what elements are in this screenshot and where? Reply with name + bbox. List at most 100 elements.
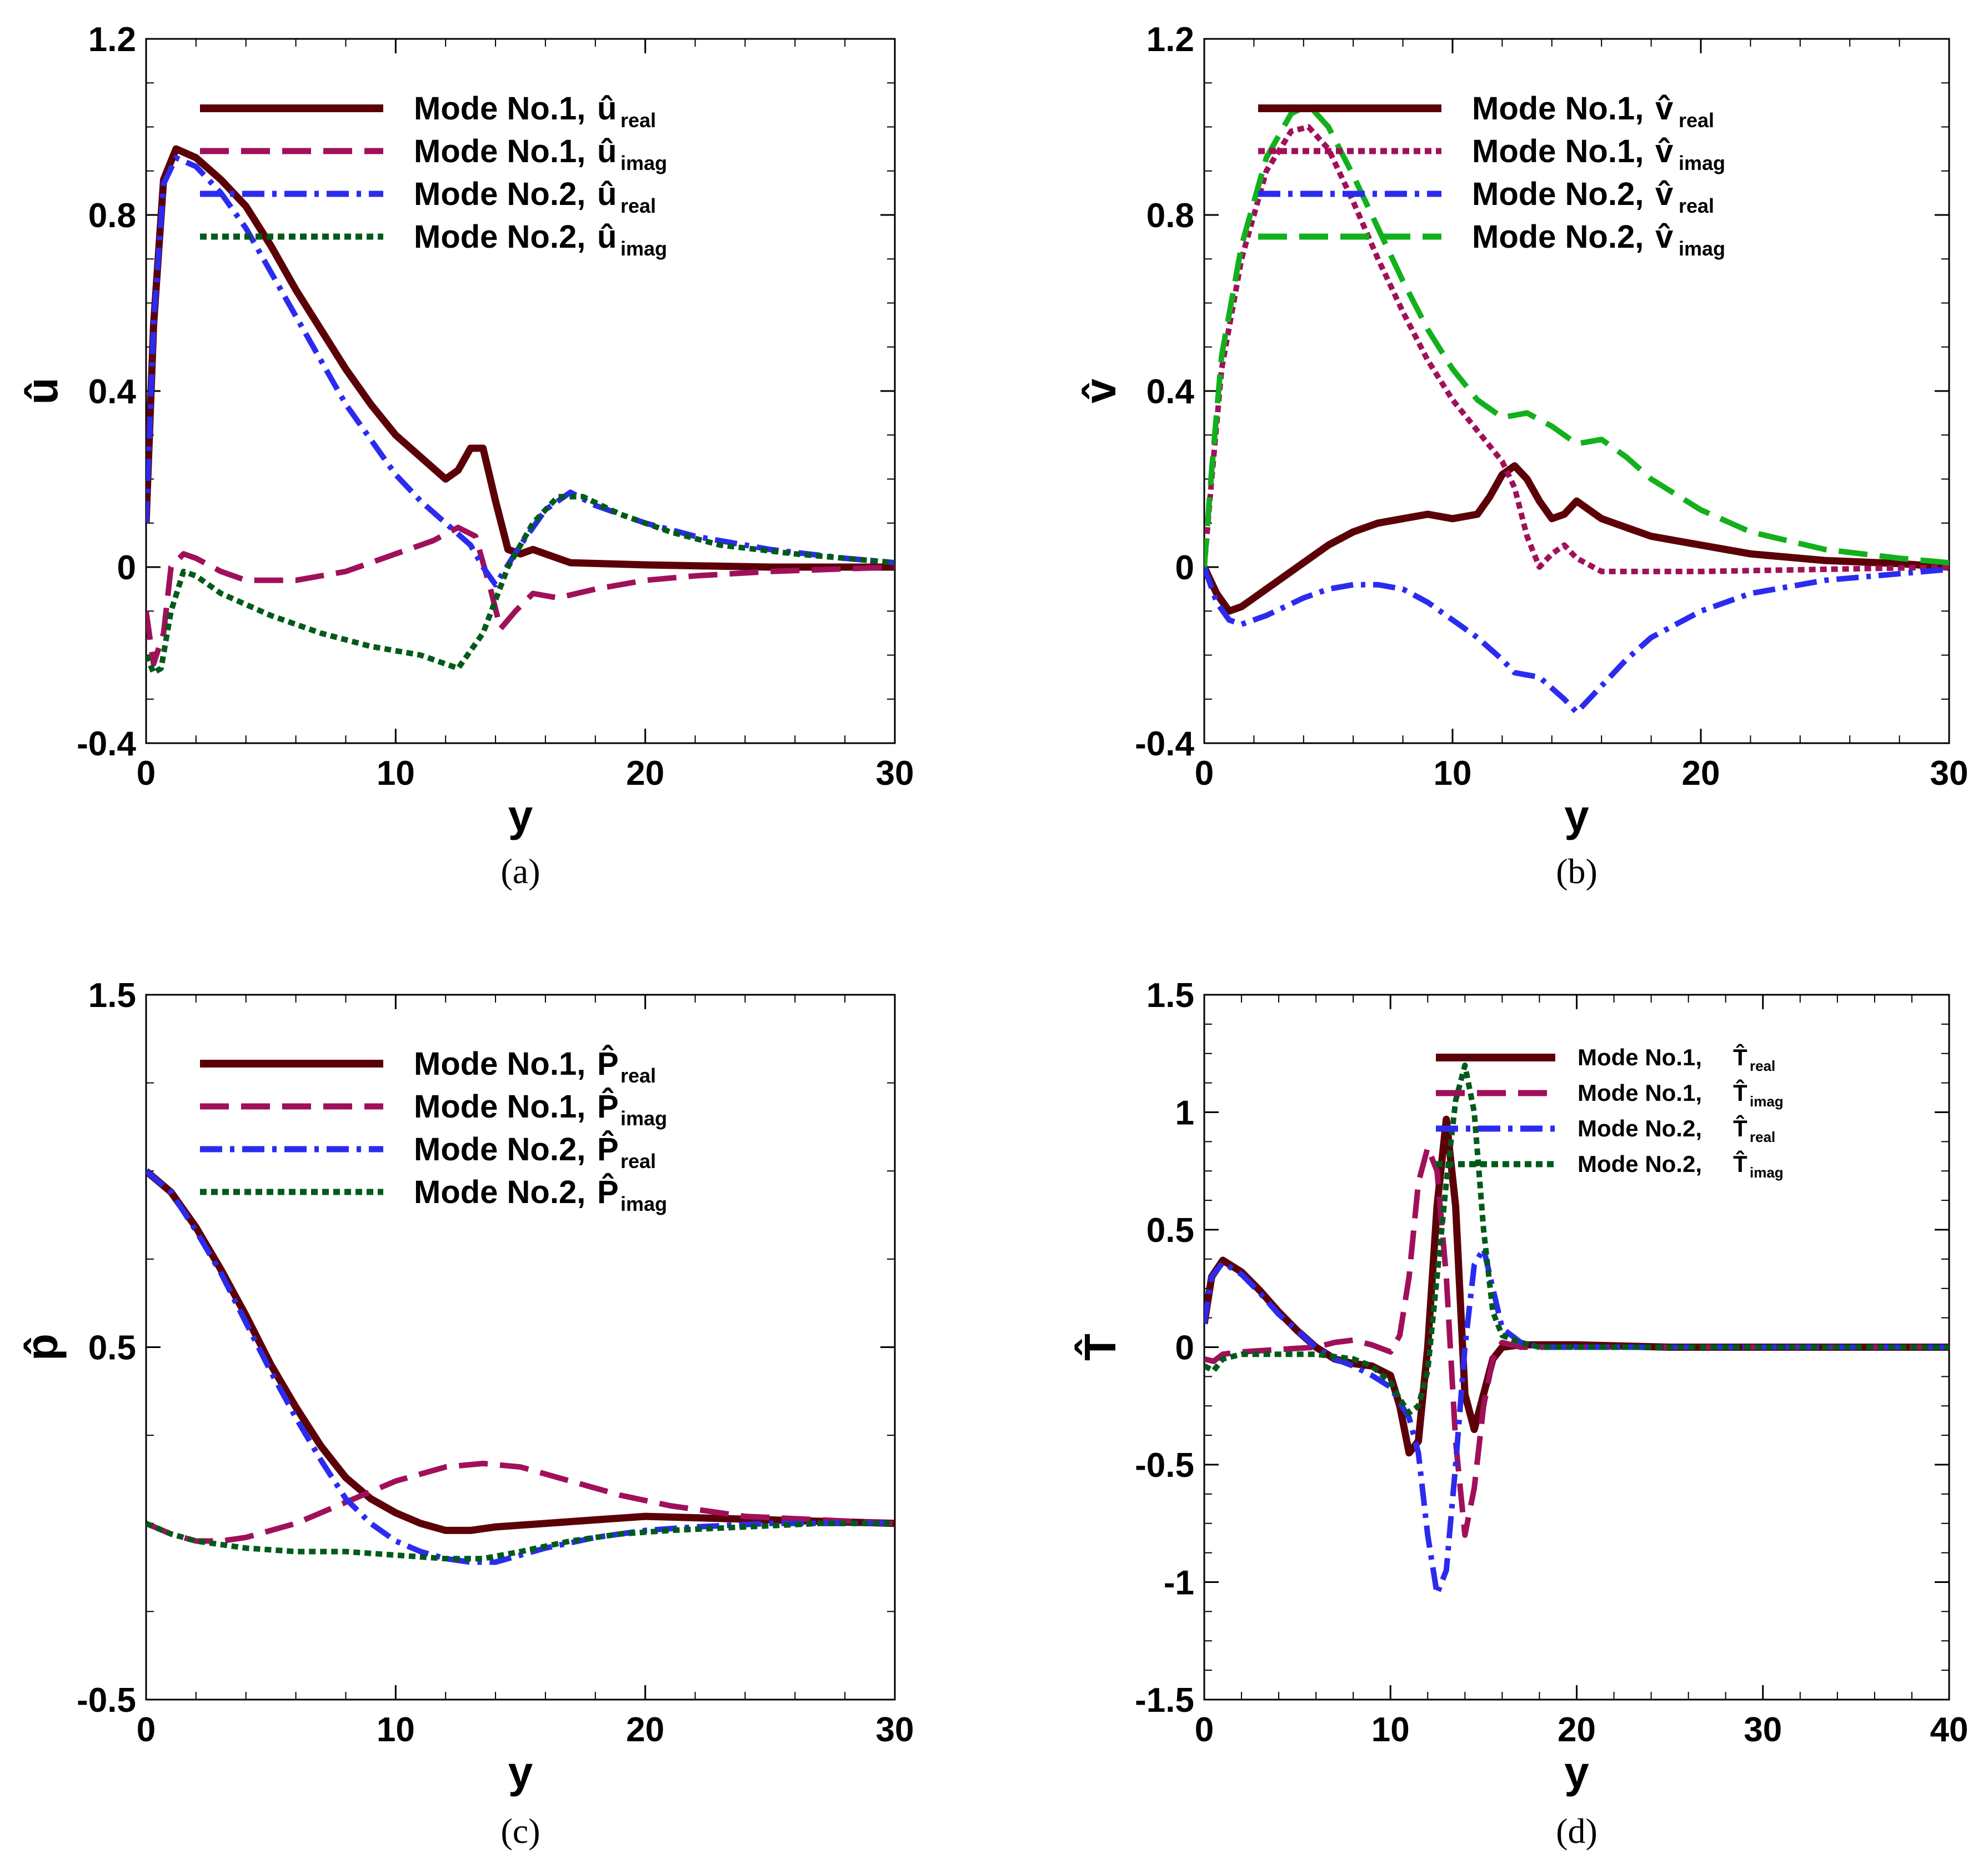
y-tick-label: 0.5 (88, 1329, 136, 1367)
legend-symbol: û (597, 219, 617, 255)
y-tick-label: -1.5 (1135, 1681, 1194, 1720)
legend-label: Mode No.2, (414, 1131, 585, 1168)
x-tick-label: 10 (377, 754, 415, 793)
legend-subscript: imag (1750, 1093, 1784, 1110)
legend-label: Mode No.2, (414, 219, 585, 255)
y-axis-label: p̂ (17, 1334, 67, 1361)
legend-subscript: real (1679, 194, 1714, 217)
y-tick-label: -0.5 (77, 1681, 136, 1720)
series-line-2 (146, 1460, 895, 1544)
series-group (146, 1168, 895, 1565)
y-tick-label: 1.5 (88, 976, 136, 1015)
panel-caption: (d) (1556, 1811, 1598, 1851)
series-line-3 (1204, 1245, 1949, 1597)
y-tick-label: 0.8 (1146, 197, 1194, 235)
y-axis-label: v̂ (1075, 378, 1125, 403)
y-axis-label: T̂ (1074, 1334, 1125, 1361)
y-tick-label: -0.5 (1135, 1446, 1194, 1485)
legend-symbol: û (597, 133, 617, 169)
legend-label: Mode No.1, (1472, 91, 1644, 127)
legend-label: Mode No.1, (414, 91, 585, 127)
legend-subscript: imag (1679, 152, 1725, 174)
panel-caption: (c) (500, 1811, 540, 1851)
legend-symbol: P̂ (597, 1045, 619, 1082)
legend: Mode No.1, v̂ real Mode No.1, v̂ imag Mode No.… (1258, 91, 1725, 260)
x-tick-label: 10 (1371, 1711, 1410, 1749)
x-tick-label: 20 (1682, 754, 1720, 793)
y-tick-label: 0.5 (1146, 1211, 1194, 1250)
x-tick-label: 20 (626, 754, 664, 793)
y-tick-label: 0 (1175, 1329, 1194, 1367)
legend-symbol: T̂ (1733, 1115, 1747, 1141)
legend-symbol: T̂ (1733, 1150, 1747, 1177)
panel-c: 0 10 20 30-0.50.51.5yp̂(c)Mode No.1, P̂ realM… (17, 976, 914, 1851)
series-line-4 (1204, 1062, 1949, 1416)
panel-caption: (b) (1556, 851, 1598, 891)
x-tick-label: 30 (876, 754, 914, 793)
y-tick-label: 0.4 (88, 373, 137, 411)
legend-label: Mode No.1, (414, 1046, 585, 1082)
series-line-4 (146, 494, 895, 676)
legend-symbol: û (597, 176, 617, 212)
x-axis-label: y (508, 1747, 533, 1797)
legend-symbol: v̂ (1655, 133, 1673, 169)
y-axis-label: û (17, 378, 67, 405)
series-group (146, 145, 895, 676)
x-tick-label: 0 (137, 1711, 156, 1749)
panel-d: 0 10 20 30 40 -1.5 -1 -0.5 0 0.5 1 1.5 y T̂ (d) Mode No… (1074, 976, 1969, 1851)
series-line-3 (146, 1169, 895, 1565)
legend-label: Mode No.2, (414, 1174, 585, 1210)
x-axis-label: y (1564, 791, 1589, 840)
y-tick-label: 0.8 (88, 197, 136, 235)
legend-subscript: imag (620, 237, 667, 260)
legend-symbol: v̂ (1655, 219, 1673, 255)
legend-label: Mode No.2, (1472, 219, 1644, 255)
panel-b: 0 10 20 30-0.400.40.81.2yv̂(b)Mode No.1, v̂ r… (1075, 21, 1968, 891)
legend-subscript: imag (620, 152, 667, 174)
legend-label: Mode No.2, (1472, 176, 1644, 212)
series-group (1204, 102, 1949, 715)
legend-symbol: T̂ (1733, 1044, 1747, 1070)
legend-subscript: real (1679, 109, 1714, 132)
y-tick-label: -0.4 (77, 725, 136, 763)
legend-subscript: real (620, 194, 656, 217)
legend-symbol: v̂ (1655, 91, 1673, 127)
y-tick-label: 0.4 (1146, 373, 1195, 411)
legend-label: Mode No.1, (1578, 1080, 1702, 1106)
series-line-1 (1204, 1115, 1949, 1457)
x-tick-label: 10 (1434, 754, 1472, 793)
legend-symbol: v̂ (1655, 176, 1673, 212)
x-tick-label: 20 (626, 1711, 664, 1749)
panel-caption: (a) (500, 851, 540, 891)
legend-subscript: real (1750, 1129, 1775, 1145)
legend-symbol: P̂ (597, 1088, 619, 1125)
legend-label: Mode No.1, (1472, 133, 1644, 169)
y-tick-label: -0.4 (1135, 725, 1194, 763)
x-tick-label: 10 (377, 1711, 415, 1749)
series-line-2 (146, 524, 895, 667)
x-axis-label: y (508, 791, 533, 840)
legend-subscript: real (620, 109, 656, 132)
x-tick-label: 30 (1744, 1711, 1782, 1749)
panel-a: 0 10 20 30-0.400.40.81.2yû(a)Mode No.1, û rea… (17, 21, 914, 891)
series-line-3 (1204, 566, 1949, 715)
legend-subscript: imag (1679, 237, 1725, 260)
legend-symbol: P̂ (597, 1131, 619, 1168)
legend-label: Mode No.2, (1578, 1115, 1702, 1141)
series-line-1 (1204, 462, 1949, 615)
x-tick-label: 20 (1558, 1711, 1596, 1749)
legend-subscript: imag (620, 1107, 667, 1130)
x-tick-label: 30 (876, 1711, 914, 1749)
series-group (1204, 1062, 1949, 1597)
y-tick-label: 1.5 (1146, 976, 1194, 1015)
legend-subscript: imag (620, 1192, 667, 1215)
y-tick-label: 1 (1175, 1094, 1194, 1133)
series-line-4 (146, 1520, 895, 1562)
legend-subscript: imag (1750, 1164, 1784, 1181)
legend-symbol: T̂ (1733, 1079, 1747, 1106)
series-line-2 (1204, 1144, 1949, 1538)
